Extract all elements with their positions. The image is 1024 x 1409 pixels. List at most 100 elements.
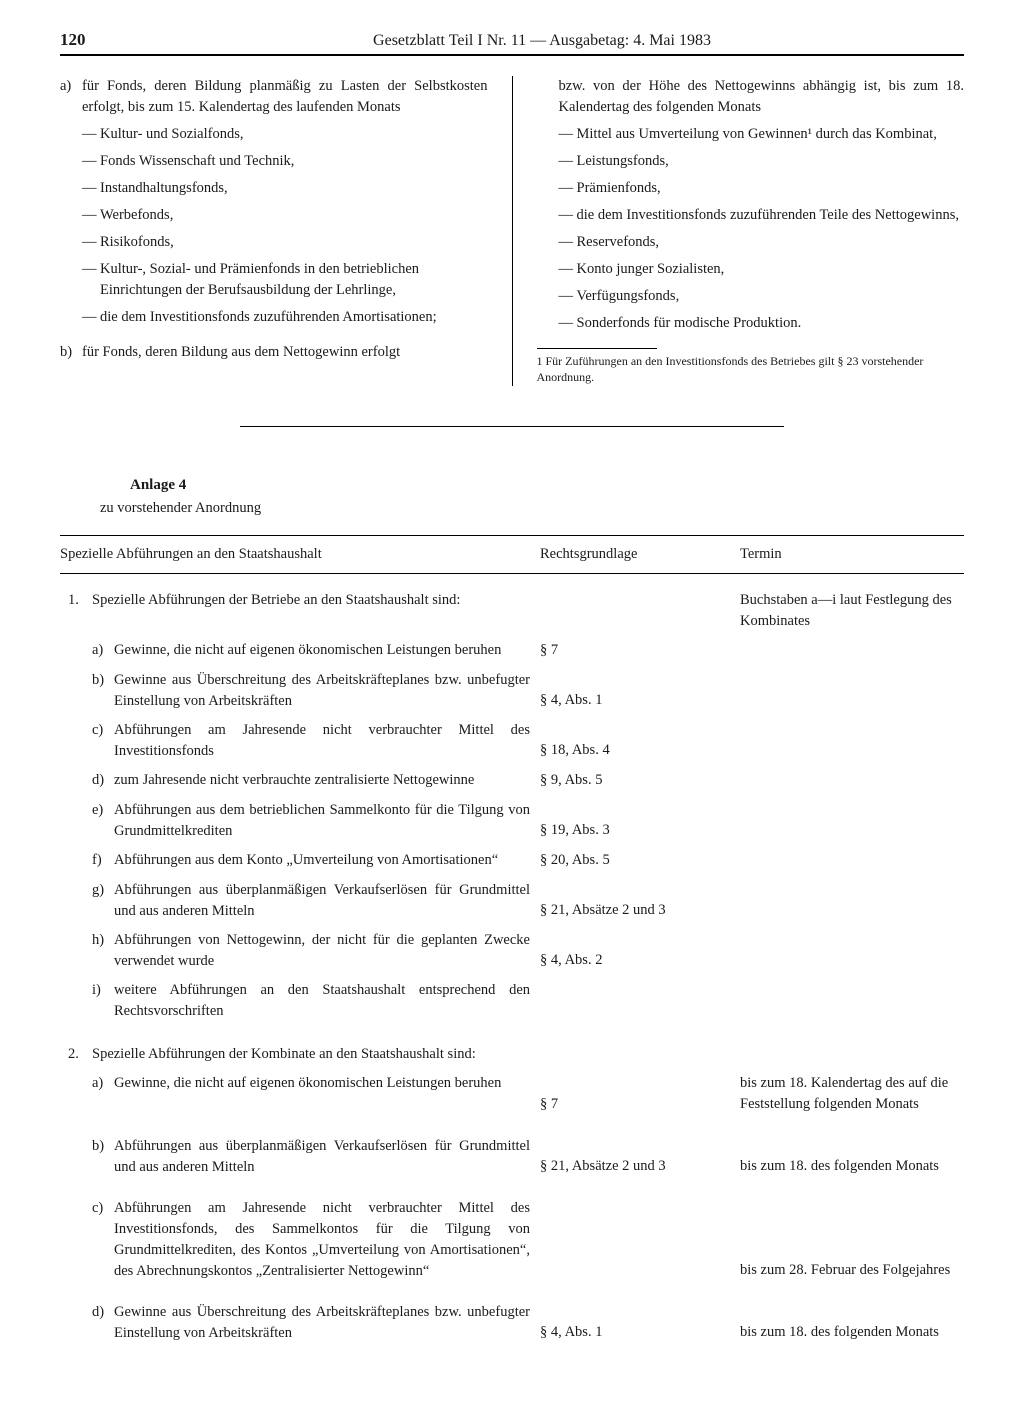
sub-text: Abführungen von Nettogewinn, der nicht f… bbox=[114, 930, 540, 972]
dash-icon: — bbox=[82, 307, 100, 328]
sub-text: Abführungen aus dem betrieblichen Sammel… bbox=[114, 800, 540, 842]
anlage-subtitle: zu vorstehender Anordnung bbox=[100, 500, 964, 517]
item-b-text: für Fonds, deren Bildung aus dem Nettoge… bbox=[82, 342, 400, 363]
dash-text: Risikofonds, bbox=[100, 232, 174, 253]
sub-term: bis zum 18. des folgenden Monats bbox=[740, 1322, 964, 1344]
sub-letter: a) bbox=[92, 1073, 114, 1116]
table-header-3: Termin bbox=[740, 544, 964, 565]
letter-b: b) bbox=[60, 342, 82, 363]
dash-icon: — bbox=[82, 205, 100, 226]
item-a-text: für Fonds, deren Bildung planmäßig zu La… bbox=[82, 76, 488, 118]
table-header-row: Spezielle Abführungen an den Staatshaush… bbox=[60, 535, 964, 574]
footnote: 1 Für Zuführungen an den Investitionsfon… bbox=[537, 353, 965, 385]
sub-text: Gewinne aus Überschreitung des Arbeitskr… bbox=[114, 670, 540, 712]
sub-term bbox=[740, 791, 964, 792]
item-a: a) für Fonds, deren Bildung planmäßig zu… bbox=[60, 76, 488, 118]
sub-letter: i) bbox=[92, 980, 114, 1022]
sub-letter: h) bbox=[92, 930, 114, 972]
sub-term bbox=[740, 871, 964, 872]
sub-letter: d) bbox=[92, 770, 114, 792]
dash-item: —Verfügungsfonds, bbox=[559, 286, 965, 307]
section-1-basis bbox=[540, 590, 740, 632]
sub-text: Gewinne, die nicht auf eigenen ökonomisc… bbox=[114, 1073, 540, 1116]
sub-basis: § 4, Abs. 2 bbox=[540, 950, 740, 972]
dash-text: Mittel aus Umverteilung von Gewinnen¹ du… bbox=[577, 124, 937, 145]
sub-term bbox=[740, 841, 964, 842]
section-1-num: 1. bbox=[68, 590, 92, 632]
dash-icon: — bbox=[82, 178, 100, 199]
dash-text: Fonds Wissenschaft und Technik, bbox=[100, 151, 294, 172]
table-sub-row: i)weitere Abführungen an den Staatshaush… bbox=[60, 980, 964, 1022]
dash-item: —Leistungsfonds, bbox=[559, 151, 965, 172]
header-title: Gesetzblatt Teil I Nr. 11 — Ausgabetag: … bbox=[120, 32, 964, 50]
section-divider bbox=[240, 426, 784, 427]
dash-item: —Instandhaltungsfonds, bbox=[82, 178, 488, 199]
left-column: a) für Fonds, deren Bildung planmäßig zu… bbox=[60, 76, 488, 386]
sub-term: bis zum 18. Kalendertag des auf die Fest… bbox=[740, 1073, 964, 1116]
dash-icon: — bbox=[559, 178, 577, 199]
sub-term: bis zum 28. Februar des Folgejahres bbox=[740, 1260, 964, 1282]
table-sub-row: c)Abführungen am Jahresende nicht verbra… bbox=[60, 1198, 964, 1282]
dash-item: —Konto junger Sozialisten, bbox=[559, 259, 965, 280]
sub-basis: § 21, Absätze 2 und 3 bbox=[540, 900, 740, 922]
section-2-basis bbox=[540, 1044, 740, 1065]
sub-text: Gewinne aus Überschreitung des Arbeitskr… bbox=[114, 1302, 540, 1344]
sub-basis: § 21, Absätze 2 und 3 bbox=[540, 1156, 740, 1178]
sub-basis: § 7 bbox=[540, 640, 740, 662]
dash-text: Verfügungsfonds, bbox=[577, 286, 680, 307]
dash-text: Kultur- und Sozialfonds, bbox=[100, 124, 244, 145]
section-2-term bbox=[740, 1044, 964, 1065]
sub-basis: § 4, Abs. 1 bbox=[540, 690, 740, 712]
table-header-1: Spezielle Abführungen an den Staatshaush… bbox=[60, 544, 540, 565]
sub-letter: a) bbox=[92, 640, 114, 662]
sub-letter: d) bbox=[92, 1302, 114, 1344]
dash-icon: — bbox=[82, 124, 100, 145]
dash-text: Leistungsfonds, bbox=[577, 151, 669, 172]
dash-text: Reservefonds, bbox=[577, 232, 660, 253]
table-header-2: Rechtsgrundlage bbox=[540, 544, 740, 565]
sub-text: Abführungen aus überplanmäßigen Verkaufs… bbox=[114, 880, 540, 922]
sub-letter: e) bbox=[92, 800, 114, 842]
dash-item: —Reservefonds, bbox=[559, 232, 965, 253]
sub-term bbox=[740, 921, 964, 922]
dash-item: —Prämienfonds, bbox=[559, 178, 965, 199]
table-sub-row: b)Abführungen aus überplanmäßigen Verkau… bbox=[60, 1136, 964, 1178]
sub-text: Abführungen aus dem Konto „Umverteilung … bbox=[114, 850, 540, 872]
dash-text: Instandhaltungsfonds, bbox=[100, 178, 228, 199]
dash-item: —Mittel aus Umverteilung von Gewinnen¹ d… bbox=[559, 124, 965, 145]
page-header: 120 Gesetzblatt Teil I Nr. 11 — Ausgabet… bbox=[60, 30, 964, 56]
sub-basis: § 9, Abs. 5 bbox=[540, 770, 740, 792]
dash-item: —Kultur- und Sozialfonds, bbox=[82, 124, 488, 145]
anlage-title: Anlage 4 bbox=[130, 477, 964, 494]
table-sub-row: e)Abführungen aus dem betrieblichen Samm… bbox=[60, 800, 964, 842]
anlage-block: Anlage 4 zu vorstehender Anordnung bbox=[100, 477, 964, 517]
sub-text: Gewinne, die nicht auf eigenen ökonomisc… bbox=[114, 640, 540, 662]
dash-text: die dem Investitionsfonds zuzuführenden … bbox=[577, 205, 959, 226]
dash-item: —Kultur-, Sozial- und Prämienfonds in de… bbox=[82, 259, 488, 301]
dash-text: die dem Investitionsfonds zuzuführenden … bbox=[100, 307, 437, 328]
table-sub-row: b)Gewinne aus Überschreitung des Arbeits… bbox=[60, 670, 964, 712]
sub-basis: § 7 bbox=[540, 1094, 740, 1116]
dash-icon: — bbox=[559, 205, 577, 226]
dash-item: —Sonderfonds für modische Produktion. bbox=[559, 313, 965, 334]
dash-icon: — bbox=[559, 124, 577, 145]
dash-icon: — bbox=[82, 259, 100, 301]
dash-icon: — bbox=[82, 232, 100, 253]
dash-icon: — bbox=[559, 286, 577, 307]
sub-text: Abführungen am Jahresende nicht verbrauc… bbox=[114, 1198, 540, 1282]
right-column: bzw. von der Höhe des Nettogewinns abhän… bbox=[537, 76, 965, 386]
sub-term: bis zum 18. des folgenden Monats bbox=[740, 1156, 964, 1178]
table-sub-row: d)Gewinne aus Überschreitung des Arbeits… bbox=[60, 1302, 964, 1344]
table-sub-row: h)Abführungen von Nettogewinn, der nicht… bbox=[60, 930, 964, 972]
dash-text: Konto junger Sozialisten, bbox=[577, 259, 725, 280]
page-number: 120 bbox=[60, 30, 120, 50]
footnote-rule bbox=[537, 348, 657, 349]
sub-letter: c) bbox=[92, 1198, 114, 1282]
dash-icon: — bbox=[559, 259, 577, 280]
sub-letter: f) bbox=[92, 850, 114, 872]
sub-text: zum Jahresende nicht verbrauchte zentral… bbox=[114, 770, 540, 792]
table-sub-row: d)zum Jahresende nicht verbrauchte zentr… bbox=[60, 770, 964, 792]
sub-term bbox=[740, 711, 964, 712]
section-1-text: Spezielle Abführungen der Betriebe an de… bbox=[92, 590, 540, 632]
right-continuation: bzw. von der Höhe des Nettogewinns abhän… bbox=[559, 76, 965, 118]
